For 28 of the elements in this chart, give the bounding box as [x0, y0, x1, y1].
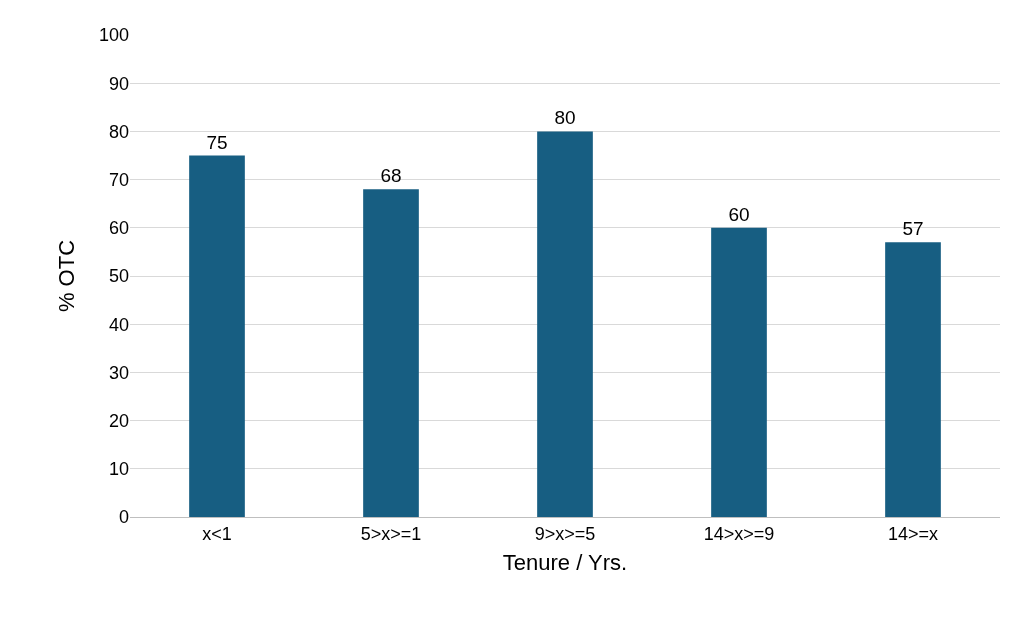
bar	[363, 189, 419, 517]
y-tick-label: 40	[108, 314, 129, 335]
bar	[711, 227, 767, 517]
bar	[885, 242, 941, 517]
data-label: 68	[380, 165, 402, 187]
y-tick-label: 60	[108, 218, 129, 239]
x-tick-label: 14>x>=9	[703, 523, 775, 544]
y-axis-title: % OTC	[53, 239, 79, 313]
y-tick-label: 50	[108, 266, 129, 287]
bar	[189, 155, 245, 517]
x-tick-label: 5>x>=1	[360, 523, 422, 544]
data-label: 60	[728, 203, 750, 225]
y-tick-label: 80	[108, 121, 129, 142]
x-axis-title: Tenure / Yrs.	[502, 550, 628, 576]
x-tick-label: x<1	[202, 523, 232, 544]
x-tick-label: 14>=x	[887, 523, 939, 544]
y-tick-label: 10	[108, 459, 129, 480]
y-tick-label: 30	[108, 362, 129, 383]
y-tick-label: 20	[108, 410, 129, 431]
y-tick-label: 100	[98, 25, 129, 46]
y-tick-label: 90	[108, 73, 129, 94]
data-label: 57	[902, 218, 924, 240]
y-tick-label: 0	[118, 507, 129, 528]
bar	[537, 131, 593, 517]
data-label: 80	[554, 107, 576, 129]
data-label: 75	[206, 131, 228, 153]
y-tick-label: 70	[108, 169, 129, 190]
x-tick-label: 9>x>=5	[534, 523, 596, 544]
